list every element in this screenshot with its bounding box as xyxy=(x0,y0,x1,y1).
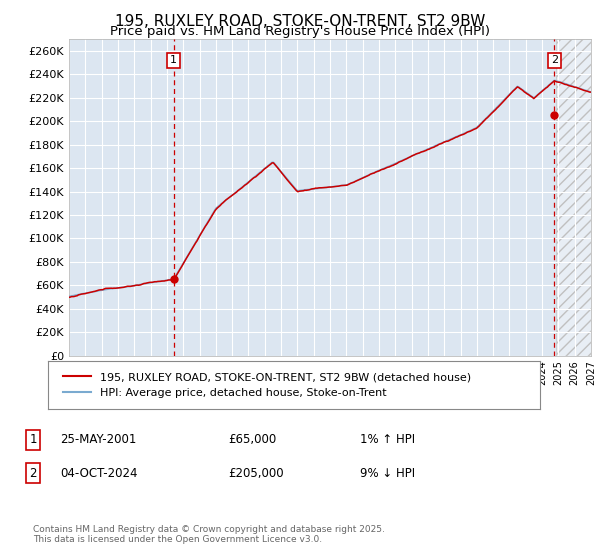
Text: 04-OCT-2024: 04-OCT-2024 xyxy=(60,466,137,480)
Text: 2: 2 xyxy=(551,55,558,66)
Text: 195, RUXLEY ROAD, STOKE-ON-TRENT, ST2 9BW: 195, RUXLEY ROAD, STOKE-ON-TRENT, ST2 9B… xyxy=(115,14,485,29)
Text: 2: 2 xyxy=(29,466,37,480)
Text: 9% ↓ HPI: 9% ↓ HPI xyxy=(360,466,415,480)
Text: £65,000: £65,000 xyxy=(228,433,276,446)
Text: Contains HM Land Registry data © Crown copyright and database right 2025.
This d: Contains HM Land Registry data © Crown c… xyxy=(33,525,385,544)
Text: 1: 1 xyxy=(29,433,37,446)
Legend: 195, RUXLEY ROAD, STOKE-ON-TRENT, ST2 9BW (detached house), HPI: Average price, : 195, RUXLEY ROAD, STOKE-ON-TRENT, ST2 9B… xyxy=(58,368,475,402)
Text: 1% ↑ HPI: 1% ↑ HPI xyxy=(360,433,415,446)
Text: Price paid vs. HM Land Registry's House Price Index (HPI): Price paid vs. HM Land Registry's House … xyxy=(110,25,490,38)
Text: 25-MAY-2001: 25-MAY-2001 xyxy=(60,433,136,446)
Text: 1: 1 xyxy=(170,55,177,66)
Text: £205,000: £205,000 xyxy=(228,466,284,480)
